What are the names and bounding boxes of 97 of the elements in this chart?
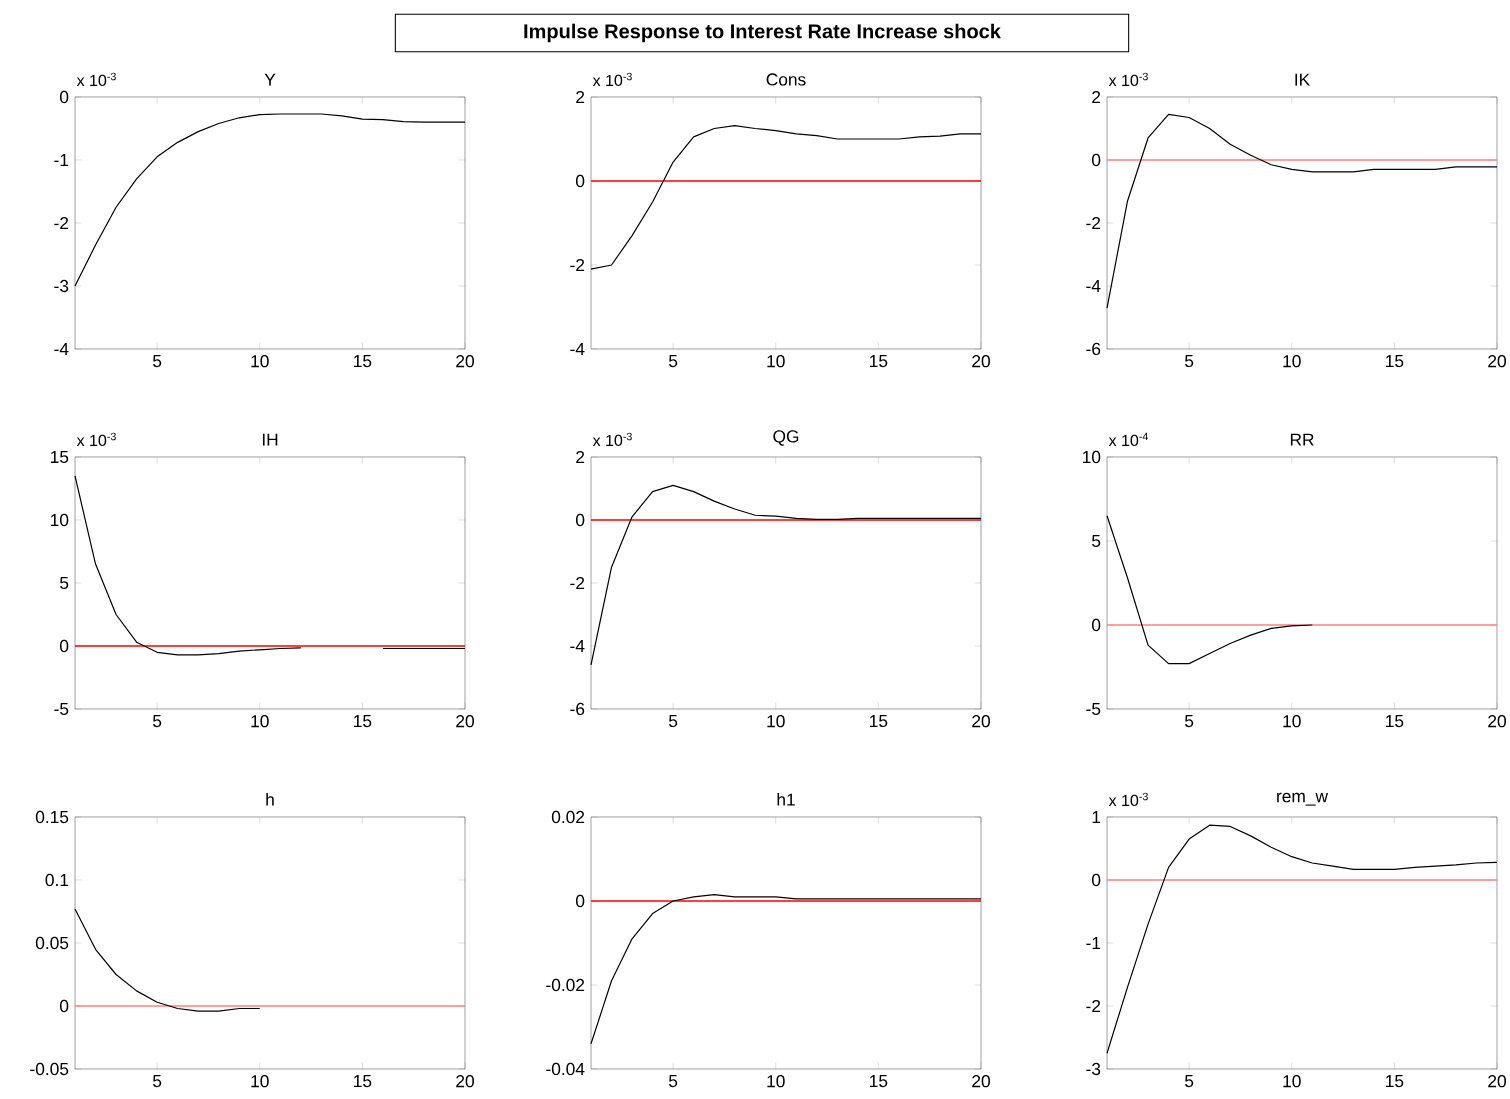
x-tick-label: 20 (1488, 355, 1506, 368)
x-tick-label: 20 (1488, 715, 1506, 728)
text: Impulse Response to Interest Rate Increase shock (524, 23, 1001, 43)
x-tick-label: 5 (152, 355, 162, 368)
y-tick-label: -0.02 (546, 978, 585, 992)
y-tick-label: 1 (1092, 811, 1101, 823)
x-tick-label: 15 (1386, 355, 1404, 368)
chart-title: RR (1290, 433, 1314, 446)
x-tick-label: 15 (1386, 715, 1404, 728)
y-tick-label: 0.02 (551, 810, 585, 824)
y-tick-label: -4 (1086, 280, 1101, 292)
x-tick-label: 10 (1283, 715, 1301, 728)
y-tick-label: 15 (51, 450, 69, 464)
y-tick-label: -2 (1086, 999, 1101, 1013)
y-tick-label: -2 (570, 576, 585, 590)
y-tick-label: -6 (1086, 342, 1101, 356)
x-tick-label: 5 (152, 1075, 162, 1088)
x-tick-label: 5 (668, 355, 678, 368)
y-tick-label: -5 (54, 702, 69, 716)
y-tick-label: 2 (576, 450, 585, 464)
y-tick-label: -3 (1086, 1062, 1101, 1076)
y-tick-label: 0 (1091, 618, 1101, 632)
x-tick-label: 10 (251, 355, 269, 368)
line-series (74, 908, 261, 1012)
text: x 10$^{-3}$ (592, 432, 632, 447)
y-tick-label: 0 (1091, 153, 1101, 167)
y-tick-label: -4 (570, 343, 585, 355)
x-tick-label: 5 (1184, 1075, 1194, 1088)
y-tick-label: -1 (54, 154, 69, 166)
y-tick-label: 0 (59, 999, 69, 1013)
line-series (1106, 515, 1313, 665)
y-tick-label: 0.1 (45, 873, 69, 887)
chart-title: QG (773, 430, 799, 446)
y-tick-label: -6 (570, 702, 585, 716)
y-tick-label: 5 (1092, 534, 1101, 548)
text: x 10$^{-3}$ (76, 432, 116, 447)
chart-title: rem_w (1277, 792, 1329, 806)
y-tick-label: -2 (570, 258, 585, 272)
x-tick-label: 10 (251, 715, 269, 728)
x-tick-label: 10 (1283, 1075, 1301, 1088)
chart-title: h (266, 793, 274, 806)
y-tick-label: 2 (1092, 90, 1101, 104)
y-tick-label: 0 (575, 894, 585, 908)
x-tick-label: 5 (1184, 355, 1194, 368)
x-tick-label: 20 (972, 1075, 990, 1088)
x-tick-label: 15 (870, 715, 888, 728)
y-tick-label: -1 (1086, 937, 1101, 949)
y-tick-label: -2 (54, 216, 69, 230)
x-tick-label: 5 (1184, 715, 1194, 728)
text: x 10$^{-3}$ (76, 72, 116, 87)
text: x 10$^{-4}$ (1108, 432, 1149, 447)
y-tick-label: 0 (1091, 873, 1101, 887)
y-tick-label: 0 (575, 174, 585, 188)
x-tick-label: 15 (870, 355, 888, 368)
y-tick-label: -3 (54, 279, 69, 293)
x-tick-label: 5 (152, 715, 162, 728)
y-tick-label: 10 (51, 513, 69, 527)
text: x 10$^{-3}$ (592, 72, 632, 87)
chart-title: h1 (777, 793, 795, 806)
x-tick-label: 10 (767, 355, 785, 368)
x-tick-label: 10 (1283, 355, 1301, 368)
x-tick-label: 15 (354, 715, 372, 728)
x-tick-label: 10 (251, 1075, 269, 1088)
y-tick-label: 2 (576, 90, 585, 104)
x-tick-label: 20 (456, 1075, 474, 1088)
x-tick-label: 20 (1488, 1075, 1506, 1088)
x-tick-label: 10 (767, 1075, 785, 1088)
x-tick-label: 20 (456, 355, 474, 368)
chart-title: IK (1295, 73, 1311, 86)
y-tick-label: -4 (54, 343, 69, 355)
chart-title: Cons (766, 73, 806, 86)
chart-title: IH (262, 433, 278, 446)
text: x 10$^{-3}$ (1108, 792, 1148, 807)
y-tick-label: -0.04 (546, 1062, 585, 1076)
x-tick-label: 15 (354, 355, 372, 368)
x-tick-label: 10 (767, 715, 785, 728)
y-tick-label: -4 (570, 640, 585, 652)
y-tick-label: 10 (1083, 450, 1101, 464)
x-tick-label: 20 (972, 715, 990, 728)
y-tick-label: -0.05 (30, 1062, 69, 1076)
x-tick-label: 20 (456, 715, 474, 728)
x-tick-label: 15 (1386, 1075, 1404, 1088)
chart-title: Y (264, 73, 276, 86)
y-tick-label: -5 (1086, 702, 1101, 716)
y-tick-label: 0 (60, 639, 69, 653)
y-tick-label: 5 (60, 576, 69, 590)
y-tick-label: 0 (575, 513, 585, 527)
y-tick-label: 0.15 (35, 810, 69, 824)
y-tick-label: 0 (60, 90, 69, 104)
x-tick-label: 15 (354, 1075, 372, 1088)
x-tick-label: 15 (870, 1075, 888, 1088)
text: x 10$^{-3}$ (1108, 72, 1148, 87)
y-tick-label: 0.05 (35, 936, 69, 950)
x-tick-label: 20 (972, 355, 990, 368)
y-tick-label: -2 (1086, 216, 1101, 230)
x-tick-label: 5 (668, 1075, 678, 1088)
x-tick-label: 5 (668, 715, 678, 728)
